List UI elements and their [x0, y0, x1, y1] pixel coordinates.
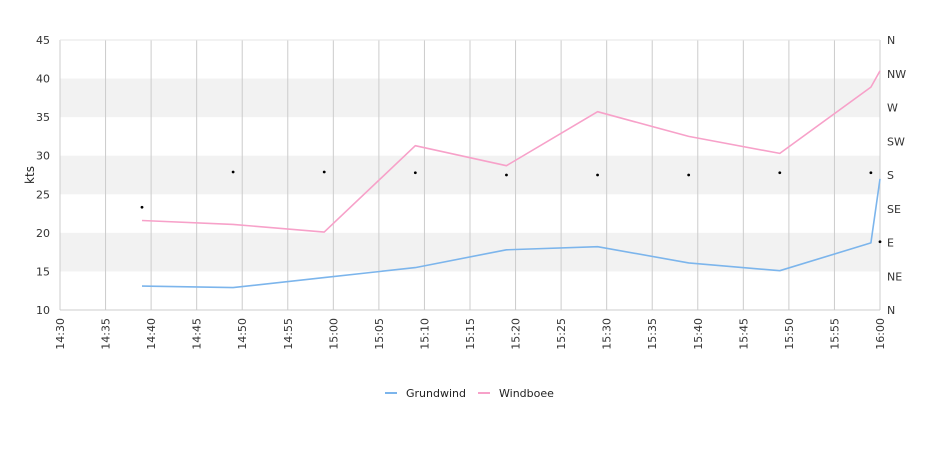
y-tick-label: 30: [36, 150, 50, 163]
series-line-grundwind: [141, 178, 881, 289]
x-tick-label: 16:00: [874, 318, 887, 350]
direction-tick-label: N: [887, 34, 895, 47]
direction-tick-label: W: [887, 102, 898, 115]
y-tick-label: 15: [36, 265, 50, 278]
x-tick-label: 15:25: [555, 318, 568, 350]
direction-marker: [505, 173, 508, 177]
x-tick-label: 15:50: [783, 318, 796, 350]
x-tick-label: 14:50: [236, 318, 249, 350]
x-tick-label: 15:35: [646, 318, 659, 350]
x-tick-label: 14:30: [54, 318, 67, 350]
grid-lines: [59, 39, 881, 311]
wind-direction-markers: [140, 170, 882, 244]
x-tick-label: 15:40: [692, 318, 705, 350]
direction-tick-label: SE: [887, 203, 901, 216]
direction-axis: N NE E SE S SW W NW N: [887, 34, 906, 317]
legend-label-windboee: Windboee: [499, 387, 554, 400]
legend-label-grundwind: Grundwind: [406, 387, 466, 400]
x-tick-label: 14:45: [191, 318, 204, 350]
series-lines: [141, 70, 881, 289]
x-tick-label: 15:20: [510, 318, 523, 350]
x-tick-label: 14:55: [282, 318, 295, 350]
x-tick-label: 14:40: [145, 318, 158, 350]
direction-marker: [413, 171, 417, 175]
series-line-windboee: [141, 70, 881, 233]
y-tick-label: 10: [36, 304, 50, 317]
x-tick-label: 15:45: [737, 318, 750, 350]
direction-marker: [231, 170, 235, 174]
direction-marker: [140, 205, 144, 209]
direction-marker: [778, 171, 782, 175]
x-tick-label: 15:15: [464, 318, 477, 350]
x-tick-label: 15:10: [418, 318, 431, 350]
y-axis: 10 15 20 25 30 35 40 45: [36, 34, 50, 317]
direction-tick-label: NE: [887, 270, 902, 283]
direction-tick-label: NW: [887, 68, 906, 81]
y-tick-label: 20: [36, 227, 50, 240]
direction-marker: [687, 173, 691, 177]
x-tick-label: 15:00: [327, 318, 340, 350]
direction-marker: [878, 240, 882, 244]
direction-marker: [869, 171, 873, 175]
direction-tick-label: S: [887, 169, 894, 182]
legend: Grundwind Windboee: [385, 387, 554, 400]
direction-tick-label: SW: [887, 135, 905, 148]
x-tick-label: 15:30: [601, 318, 614, 350]
direction-marker: [596, 173, 599, 177]
x-tick-label: 14:35: [100, 318, 113, 350]
y-tick-label: 35: [36, 111, 50, 124]
direction-marker: [322, 170, 326, 174]
x-axis: 14:30 14:35 14:40 14:45 14:50 14:55 15:00 15:05…: [54, 318, 887, 350]
direction-tick-label: E: [887, 237, 894, 250]
y-tick-label: 25: [36, 188, 50, 201]
y-axis-label: kts: [23, 166, 37, 184]
x-tick-label: 15:05: [373, 318, 386, 350]
y-tick-label: 45: [36, 34, 50, 47]
x-tick-label: 15:55: [828, 318, 841, 350]
direction-tick-label: N: [887, 304, 895, 317]
y-tick-label: 40: [36, 73, 50, 86]
